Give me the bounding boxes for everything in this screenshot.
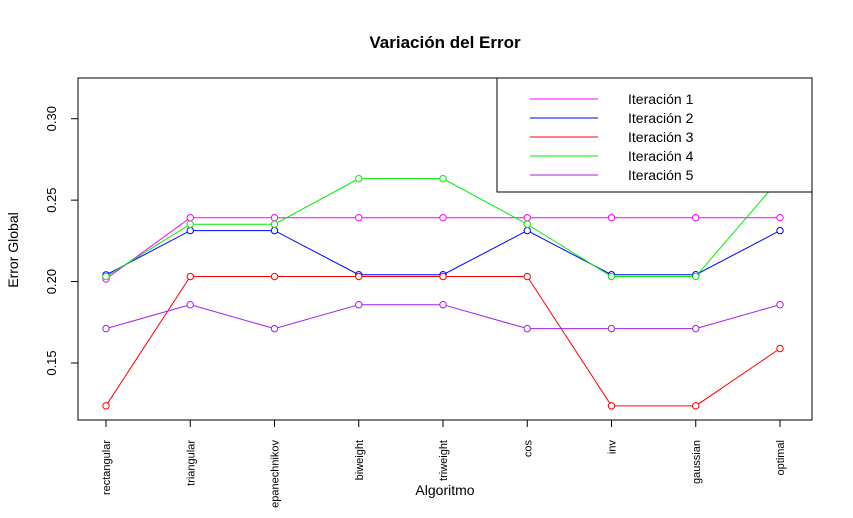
y-tick-label: 0.20: [44, 269, 59, 294]
data-point: [439, 174, 447, 183]
data-point: [186, 226, 194, 235]
data-point: [692, 272, 700, 281]
data-point: [355, 300, 363, 309]
data-point: [355, 272, 363, 281]
series-5: [102, 300, 784, 333]
x-tick-label: inv: [607, 440, 619, 455]
data-point: [439, 300, 447, 309]
data-point: [523, 226, 531, 235]
data-point: [523, 324, 531, 333]
data-point: [523, 272, 531, 281]
legend-label: Iteración 3: [628, 129, 694, 145]
chart-title: Variación del Error: [369, 33, 521, 52]
x-tick-label: triweight: [438, 440, 450, 481]
y-tick-label: 0.25: [44, 187, 59, 212]
data-point: [102, 324, 110, 333]
x-tick-label: gaussian: [691, 440, 703, 484]
legend-box: [496, 77, 813, 193]
data-point: [523, 214, 531, 222]
data-point: [439, 272, 447, 281]
series-1: [102, 214, 784, 283]
data-point: [607, 402, 616, 410]
data-point: [102, 272, 110, 281]
plot-frame: [77, 77, 813, 421]
x-axis-label: Algoritmo: [415, 482, 474, 498]
data-point: [776, 214, 784, 222]
data-point: [270, 220, 279, 228]
x-tick-label: rectangular: [101, 440, 113, 495]
data-point: [439, 214, 447, 222]
series-line: [105, 178, 781, 278]
data-point: [607, 214, 616, 222]
series-line: [105, 217, 780, 280]
data-point: [355, 174, 363, 183]
data-point: [270, 214, 279, 222]
series-line: [105, 276, 781, 407]
y-tick-label: 0.30: [44, 106, 59, 131]
legend-label: Iteración 2: [628, 110, 694, 126]
x-tick-label: epanechnikov: [270, 440, 282, 508]
legend-label: Iteración 1: [628, 91, 694, 107]
data-point: [776, 300, 784, 309]
legend-label: Iteración 4: [628, 148, 694, 164]
data-point: [776, 226, 784, 235]
data-point: [270, 226, 279, 235]
x-tick-label: triangular: [185, 440, 197, 486]
data-point: [186, 220, 194, 228]
data-point: [692, 324, 700, 333]
data-point: [692, 214, 700, 222]
data-point: [270, 272, 279, 281]
data-point: [102, 402, 110, 410]
series-3: [102, 272, 784, 410]
data-point: [270, 324, 279, 333]
series-layer: [102, 174, 784, 410]
legend: Iteración 1 Iteración 2 Iteración 3 Iteraci…: [496, 77, 813, 193]
data-point: [186, 300, 194, 309]
series-2: [102, 226, 784, 279]
x-tick-label: optimal: [775, 440, 787, 475]
y-tick-label: 0.15: [44, 350, 59, 375]
data-point: [186, 214, 194, 222]
data-point: [607, 272, 616, 281]
data-point: [776, 344, 784, 353]
axes: 0.15 0.20 0.25 0.30 rectangular triangular epa…: [44, 106, 787, 508]
legend-label: Iteración 5: [628, 167, 694, 183]
series-line: [105, 230, 781, 276]
data-point: [692, 402, 700, 410]
x-tick-label: cos: [522, 440, 534, 458]
data-point: [355, 214, 363, 222]
data-point: [523, 220, 531, 228]
data-point: [186, 272, 194, 281]
y-axis-label: Error Global: [5, 212, 21, 287]
x-tick-label: biweight: [354, 440, 366, 480]
data-point: [607, 324, 616, 333]
